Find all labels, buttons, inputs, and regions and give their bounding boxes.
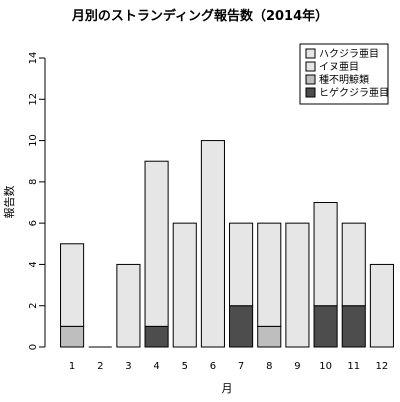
bar-segment	[313, 305, 338, 348]
legend-swatch	[305, 74, 316, 85]
bar-segment	[341, 305, 366, 348]
x-tick-label: 12	[376, 361, 389, 372]
bar-segment	[60, 243, 85, 327]
legend-label: ハクジラ亜目	[319, 48, 379, 60]
bar-segment	[313, 202, 338, 307]
y-tick-label: 2	[28, 303, 39, 309]
bar-segment	[200, 140, 225, 348]
x-tick-label: 1	[69, 361, 75, 372]
legend-swatch	[305, 87, 316, 98]
x-axis-label: 月	[222, 382, 233, 395]
x-tick-label: 2	[97, 361, 103, 372]
y-axis-label: 報告数	[3, 186, 16, 219]
x-tick-label: 9	[294, 361, 300, 372]
x-tick-label: 10	[319, 361, 332, 372]
x-tick-label: 6	[210, 361, 216, 372]
y-tick-label: 0	[28, 344, 39, 350]
x-tick-label: 4	[153, 361, 159, 372]
y-tick-label: 10	[28, 134, 39, 147]
y-tick-label: 6	[28, 220, 39, 226]
y-axis: 0 2 4 6 8 10 12 14	[28, 52, 46, 350]
x-axis: 1 2 3 4 5 6 7 8 9 10 11 12	[69, 361, 388, 372]
bar-segment	[116, 263, 141, 348]
x-tick-label: 3	[125, 361, 131, 372]
bar-segment	[144, 160, 169, 327]
bar-segment	[369, 263, 394, 348]
chart-title: 月別のストランディング報告数（2014年）	[71, 8, 328, 24]
y-tick-label: 14	[28, 52, 39, 65]
bar-segment	[257, 222, 282, 327]
legend-label: 種不明鯨類	[319, 73, 369, 86]
bar-segment	[172, 222, 197, 348]
legend-label: イヌ亜目	[319, 62, 359, 73]
y-tick-label: 8	[28, 179, 39, 185]
bar-segment	[60, 325, 85, 348]
legend-label: ヒゲクジラ亜目	[319, 87, 389, 99]
bar-segment	[341, 222, 366, 307]
bar-segment	[257, 325, 282, 348]
bar-segment	[229, 305, 254, 348]
y-tick-label: 4	[28, 261, 39, 267]
legend-swatch	[305, 48, 316, 59]
x-tick-label: 5	[182, 361, 188, 372]
bar-segment	[144, 325, 169, 348]
x-tick-label: 7	[238, 361, 244, 372]
legend-swatch	[305, 61, 316, 72]
y-tick-label: 12	[28, 93, 39, 106]
x-tick-label: 8	[266, 361, 272, 372]
bar-segment	[285, 222, 310, 348]
x-tick-label: 11	[347, 361, 360, 372]
bars	[60, 140, 394, 348]
bar-segment	[229, 222, 254, 307]
